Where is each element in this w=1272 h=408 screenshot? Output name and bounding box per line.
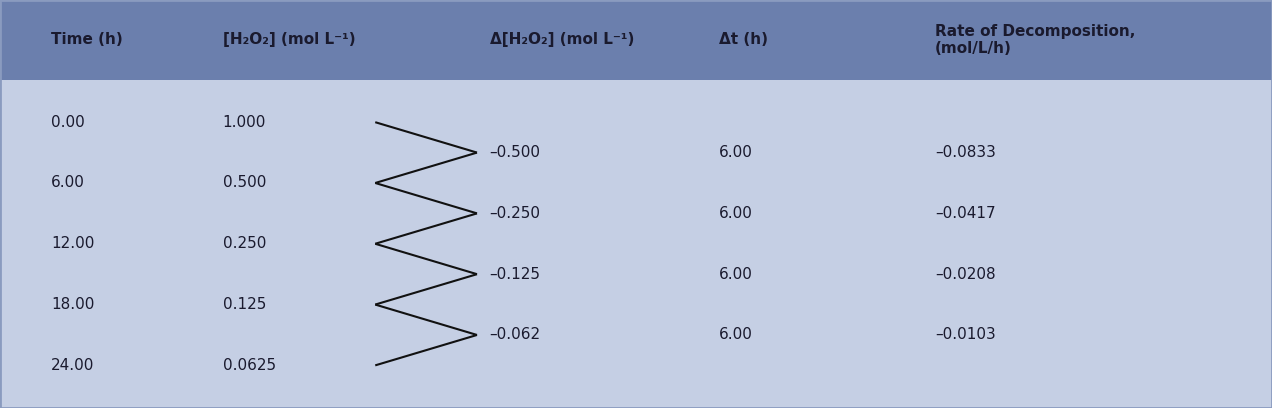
Text: 6.00: 6.00 bbox=[719, 206, 753, 221]
Text: –0.250: –0.250 bbox=[490, 206, 541, 221]
Text: –0.0833: –0.0833 bbox=[935, 145, 996, 160]
Text: 18.00: 18.00 bbox=[51, 297, 94, 312]
Bar bbox=[0, 0, 1272, 80]
Text: 12.00: 12.00 bbox=[51, 236, 94, 251]
Text: 6.00: 6.00 bbox=[719, 267, 753, 282]
Text: 0.250: 0.250 bbox=[223, 236, 266, 251]
Text: 0.0625: 0.0625 bbox=[223, 358, 276, 373]
Text: –0.062: –0.062 bbox=[490, 328, 541, 342]
Text: –0.0417: –0.0417 bbox=[935, 206, 996, 221]
Text: 6.00: 6.00 bbox=[51, 175, 85, 191]
Text: –0.0208: –0.0208 bbox=[935, 267, 996, 282]
Text: Time (h): Time (h) bbox=[51, 32, 122, 47]
Text: –0.500: –0.500 bbox=[490, 145, 541, 160]
Text: 24.00: 24.00 bbox=[51, 358, 94, 373]
Text: Rate of Decomposition,
(mol/L/h): Rate of Decomposition, (mol/L/h) bbox=[935, 24, 1136, 56]
Text: 6.00: 6.00 bbox=[719, 328, 753, 342]
Text: 6.00: 6.00 bbox=[719, 145, 753, 160]
Text: Δ[H₂O₂] (mol L⁻¹): Δ[H₂O₂] (mol L⁻¹) bbox=[490, 32, 635, 47]
Text: Δt (h): Δt (h) bbox=[719, 32, 768, 47]
Text: –0.0103: –0.0103 bbox=[935, 328, 996, 342]
Text: 0.125: 0.125 bbox=[223, 297, 266, 312]
Text: 0.500: 0.500 bbox=[223, 175, 266, 191]
Text: –0.125: –0.125 bbox=[490, 267, 541, 282]
Text: 1.000: 1.000 bbox=[223, 115, 266, 130]
Text: [H₂O₂] (mol L⁻¹): [H₂O₂] (mol L⁻¹) bbox=[223, 32, 355, 47]
Text: 0.00: 0.00 bbox=[51, 115, 85, 130]
